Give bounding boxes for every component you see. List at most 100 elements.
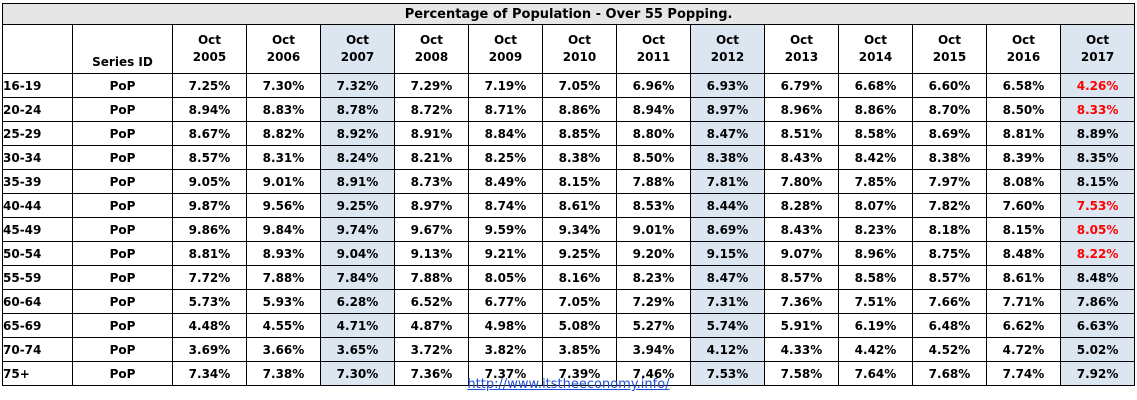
value-cell: 4.12% (690, 337, 765, 362)
value-cell: 6.79% (764, 73, 839, 98)
value-cell: 9.01% (616, 217, 691, 242)
age-group-label: 70-74 (2, 337, 73, 362)
value-cell: 7.74% (986, 361, 1061, 386)
value-cell: 8.50% (616, 145, 691, 170)
value-cell: 7.32% (320, 73, 395, 98)
value-cell: 8.49% (468, 169, 543, 194)
value-cell: 8.74% (468, 193, 543, 218)
series-id-cell: PoP (72, 97, 173, 122)
value-cell: 5.02% (1059, 337, 1136, 362)
age-group-label: 45-49 (2, 217, 73, 242)
value-cell: 3.69% (172, 337, 247, 362)
value-cell: 7.97% (912, 169, 987, 194)
table-row: 25-29 PoP 8.67% 8.82% 8.92% 8.91% 8.84% 8.85% 8.… (2, 121, 1136, 146)
value-cell: 8.05% (1059, 217, 1136, 242)
value-cell: 8.38% (690, 145, 765, 170)
table-row: 55-59 PoP 7.72% 7.88% 7.84% 7.88% 8.05% 8.16% 8.… (2, 265, 1136, 290)
value-cell: 5.73% (172, 289, 247, 314)
value-cell: 4.52% (912, 337, 987, 362)
header-year: Oct 2017 (1059, 24, 1136, 74)
age-group-label: 55-59 (2, 265, 73, 290)
value-cell: 7.72% (172, 265, 247, 290)
value-cell: 8.96% (764, 97, 839, 122)
value-cell: 6.60% (912, 73, 987, 98)
value-cell: 8.31% (246, 145, 321, 170)
value-cell: 7.58% (764, 361, 839, 386)
value-cell: 5.74% (690, 313, 765, 338)
value-cell: 8.05% (468, 265, 543, 290)
source-link[interactable]: http://www.itstheeconomy.info/ (467, 377, 670, 392)
value-cell: 8.47% (690, 121, 765, 146)
value-cell: 8.15% (542, 169, 617, 194)
footer: http://www.itstheeconomy.info/ (2, 374, 1135, 396)
header-year: Oct 2011 (616, 24, 691, 74)
header-year: Oct 2015 (912, 24, 987, 74)
value-cell: 3.82% (468, 337, 543, 362)
value-cell: 7.68% (912, 361, 987, 386)
value-cell: 8.81% (986, 121, 1061, 146)
table-row: 35-39 PoP 9.05% 9.01% 8.91% 8.73% 8.49% 8.15% 7.… (2, 169, 1136, 194)
value-cell: 7.30% (246, 73, 321, 98)
value-cell: 6.48% (912, 313, 987, 338)
value-cell: 7.39% (542, 361, 617, 386)
value-cell: 7.84% (320, 265, 395, 290)
value-cell: 8.82% (246, 121, 321, 146)
value-cell: 8.89% (1059, 121, 1136, 146)
value-cell: 6.19% (838, 313, 913, 338)
value-cell: 7.19% (468, 73, 543, 98)
value-cell: 8.78% (320, 97, 395, 122)
value-cell: 8.94% (616, 97, 691, 122)
table-row: 75+ PoP 7.34% 7.38% 7.30% 7.36% 7.37% 7.39% 7.46… (2, 361, 1136, 386)
value-cell: 8.16% (542, 265, 617, 290)
value-cell: 8.86% (542, 97, 617, 122)
table-row: 40-44 PoP 9.87% 9.56% 9.25% 8.97% 8.74% 8.61% 8.… (2, 193, 1136, 218)
value-cell: 8.94% (172, 97, 247, 122)
series-id-cell: PoP (72, 217, 173, 242)
value-cell: 7.71% (986, 289, 1061, 314)
value-cell: 7.88% (616, 169, 691, 194)
value-cell: 7.05% (542, 289, 617, 314)
value-cell: 8.75% (912, 241, 987, 266)
value-cell: 7.29% (394, 73, 469, 98)
value-cell: 8.73% (394, 169, 469, 194)
value-cell: 5.08% (542, 313, 617, 338)
value-cell: 7.51% (838, 289, 913, 314)
value-cell: 6.52% (394, 289, 469, 314)
value-cell: 9.34% (542, 217, 617, 242)
value-cell: 8.38% (542, 145, 617, 170)
value-cell: 9.05% (172, 169, 247, 194)
age-group-label: 75+ (2, 361, 73, 386)
value-cell: 8.80% (616, 121, 691, 146)
value-cell: 4.87% (394, 313, 469, 338)
value-cell: 8.91% (320, 169, 395, 194)
value-cell: 3.66% (246, 337, 321, 362)
value-cell: 8.15% (986, 217, 1061, 242)
table-row: 30-34 PoP 8.57% 8.31% 8.24% 8.21% 8.25% 8.38% 8.… (2, 145, 1136, 170)
value-cell: 9.04% (320, 241, 395, 266)
value-cell: 4.98% (468, 313, 543, 338)
age-group-label: 65-69 (2, 313, 73, 338)
value-cell: 7.53% (690, 361, 765, 386)
value-cell: 8.97% (394, 193, 469, 218)
value-cell: 4.55% (246, 313, 321, 338)
value-cell: 8.53% (616, 193, 691, 218)
value-cell: 6.62% (986, 313, 1061, 338)
value-cell: 6.93% (690, 73, 765, 98)
series-id-cell: PoP (72, 337, 173, 362)
value-cell: 8.28% (764, 193, 839, 218)
value-cell: 9.86% (172, 217, 247, 242)
value-cell: 5.93% (246, 289, 321, 314)
series-id-cell: PoP (72, 241, 173, 266)
value-cell: 7.36% (394, 361, 469, 386)
value-cell: 4.42% (838, 337, 913, 362)
value-cell: 8.08% (986, 169, 1061, 194)
value-cell: 8.58% (838, 121, 913, 146)
value-cell: 8.18% (912, 217, 987, 242)
value-cell: 8.72% (394, 97, 469, 122)
value-cell: 8.50% (986, 97, 1061, 122)
series-id-cell: PoP (72, 145, 173, 170)
series-id-cell: PoP (72, 361, 173, 386)
value-cell: 7.92% (1059, 361, 1136, 386)
value-cell: 9.13% (394, 241, 469, 266)
value-cell: 7.81% (690, 169, 765, 194)
